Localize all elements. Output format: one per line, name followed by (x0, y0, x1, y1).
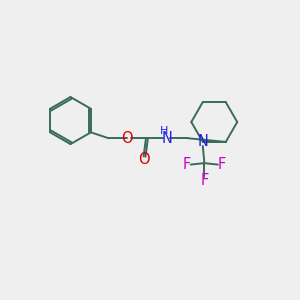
Text: F: F (200, 173, 208, 188)
Text: H: H (160, 126, 168, 136)
Text: O: O (138, 152, 149, 167)
Text: N: N (161, 131, 172, 146)
Text: F: F (217, 157, 226, 172)
Text: F: F (183, 157, 191, 172)
Text: N: N (197, 134, 208, 149)
Text: O: O (121, 131, 133, 146)
